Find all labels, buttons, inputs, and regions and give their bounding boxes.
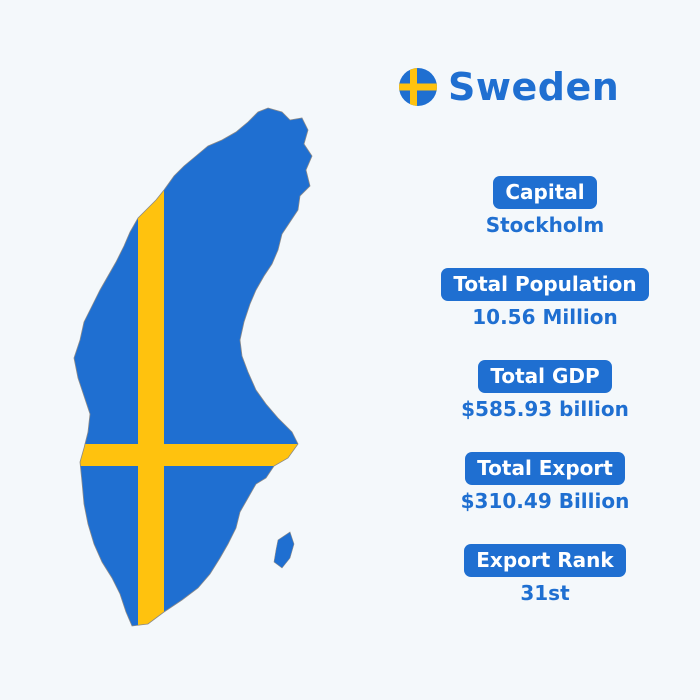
stat-value: $310.49 Billion: [460, 489, 630, 513]
stat-value: 31st: [520, 581, 570, 605]
stat-value: Stockholm: [485, 213, 605, 237]
stat-population: Total Population 10.56 Million: [420, 268, 670, 328]
stat-value: 10.56 Million: [472, 305, 618, 329]
stat-capital: Capital Stockholm: [420, 176, 670, 236]
sweden-map: [60, 100, 320, 640]
stat-export: Total Export $310.49 Billion: [420, 452, 670, 512]
stat-label: Total Export: [465, 452, 625, 485]
stat-export-rank: Export Rank 31st: [420, 544, 670, 604]
stat-label: Total Population: [441, 268, 649, 301]
sweden-flag-icon: [399, 68, 437, 106]
stat-value: $585.93 billion: [461, 397, 629, 421]
stat-label: Total GDP: [478, 360, 612, 393]
stats-panel: Capital Stockholm Total Population 10.56…: [420, 176, 670, 636]
stat-label: Capital: [493, 176, 597, 209]
stat-label: Export Rank: [464, 544, 626, 577]
stat-gdp: Total GDP $585.93 billion: [420, 360, 670, 420]
country-title: Sweden: [448, 65, 620, 109]
sweden-map-icon: [73, 107, 313, 627]
header: Sweden: [398, 62, 619, 112]
